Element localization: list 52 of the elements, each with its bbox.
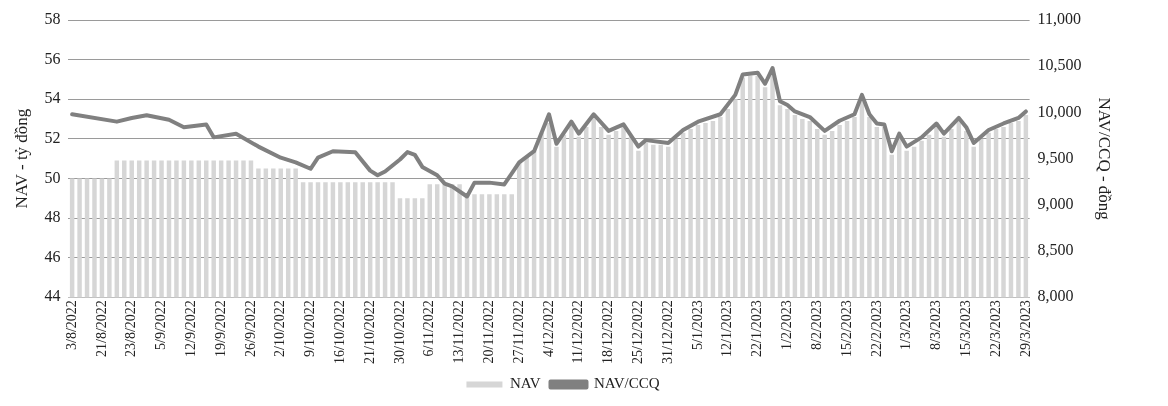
- x-tick-label: 25/12/2022: [630, 300, 646, 364]
- x-tick-label: 1/3/2023: [898, 300, 914, 350]
- x-tick-label: 19/9/2022: [212, 300, 228, 357]
- y-tick-label: 54: [44, 89, 61, 107]
- x-tick-label: 2/10/2022: [272, 300, 288, 357]
- y-tick-label: 50: [44, 168, 61, 186]
- x-tick-label: 13/11/2022: [451, 300, 467, 364]
- y-tick-label: 44: [44, 287, 61, 305]
- x-tick-label: 27/11/2022: [510, 300, 526, 364]
- x-tick-label: 29/3/2023: [1017, 300, 1033, 357]
- y2-tick-label: 10,000: [1037, 102, 1082, 120]
- x-tick-label: 15/3/2023: [957, 300, 973, 357]
- x-tick-label: 31/12/2022: [659, 300, 675, 364]
- x-tick-label: 8/2/2023: [808, 300, 824, 350]
- x-tick-label: 30/10/2022: [391, 300, 407, 364]
- x-tick-label: 26/9/2022: [242, 300, 258, 357]
- x-tick-label: 22/2/2023: [868, 300, 884, 357]
- legend-label: NAV: [509, 375, 541, 392]
- x-tick-label: 20/11/2022: [481, 300, 497, 364]
- x-tick-label: 5/1/2023: [689, 300, 705, 350]
- x-tick-label: 22/1/2023: [749, 300, 765, 357]
- x-tick-label: 8/3/2023: [928, 300, 944, 350]
- y2-tick-label: 10,500: [1037, 56, 1082, 74]
- y-tick-label: 46: [44, 247, 61, 265]
- x-tick-label: 23/8/2022: [123, 300, 139, 357]
- y-tick-label: 52: [44, 129, 61, 147]
- y-tick-label: 56: [44, 49, 61, 67]
- x-tick-label: 22/3/2023: [987, 300, 1003, 357]
- y2-tick-label: 9,500: [1037, 148, 1074, 166]
- legend-label: NAV/CCQ: [594, 375, 660, 392]
- y2-tick-label: 8,500: [1037, 241, 1074, 259]
- x-tick-label: 4/12/2022: [540, 300, 556, 357]
- x-tick-label: 5/9/2022: [153, 300, 169, 350]
- y-axis-title: NAV - tỷ đồng: [11, 108, 31, 209]
- x-tick-label: 21/8/2022: [93, 300, 109, 357]
- y2-axis-title: NAV/CCQ - đồng: [1095, 97, 1115, 221]
- x-tick-label: 18/12/2022: [600, 300, 616, 364]
- y-tick-label: 58: [44, 10, 61, 28]
- x-tick-label: 1/2/2023: [779, 300, 795, 350]
- y-tick-label: 48: [44, 208, 61, 226]
- x-tick-label: 21/10/2022: [361, 300, 377, 364]
- x-tick-label: 12/9/2022: [183, 300, 199, 357]
- y2-tick-label: 11,000: [1037, 10, 1082, 28]
- x-tick-label: 16/10/2022: [332, 300, 348, 364]
- x-tick-label: 11/12/2022: [570, 300, 586, 364]
- x-tick-label: 9/10/2022: [302, 300, 318, 357]
- x-tick-label: 12/1/2023: [719, 300, 735, 357]
- x-tick-label: 3/8/2022: [63, 300, 79, 350]
- y2-tick-label: 8,000: [1037, 287, 1074, 305]
- x-tick-label: 6/11/2022: [421, 300, 437, 357]
- y2-tick-label: 9,000: [1037, 195, 1074, 213]
- x-tick-label: 15/2/2023: [838, 300, 854, 357]
